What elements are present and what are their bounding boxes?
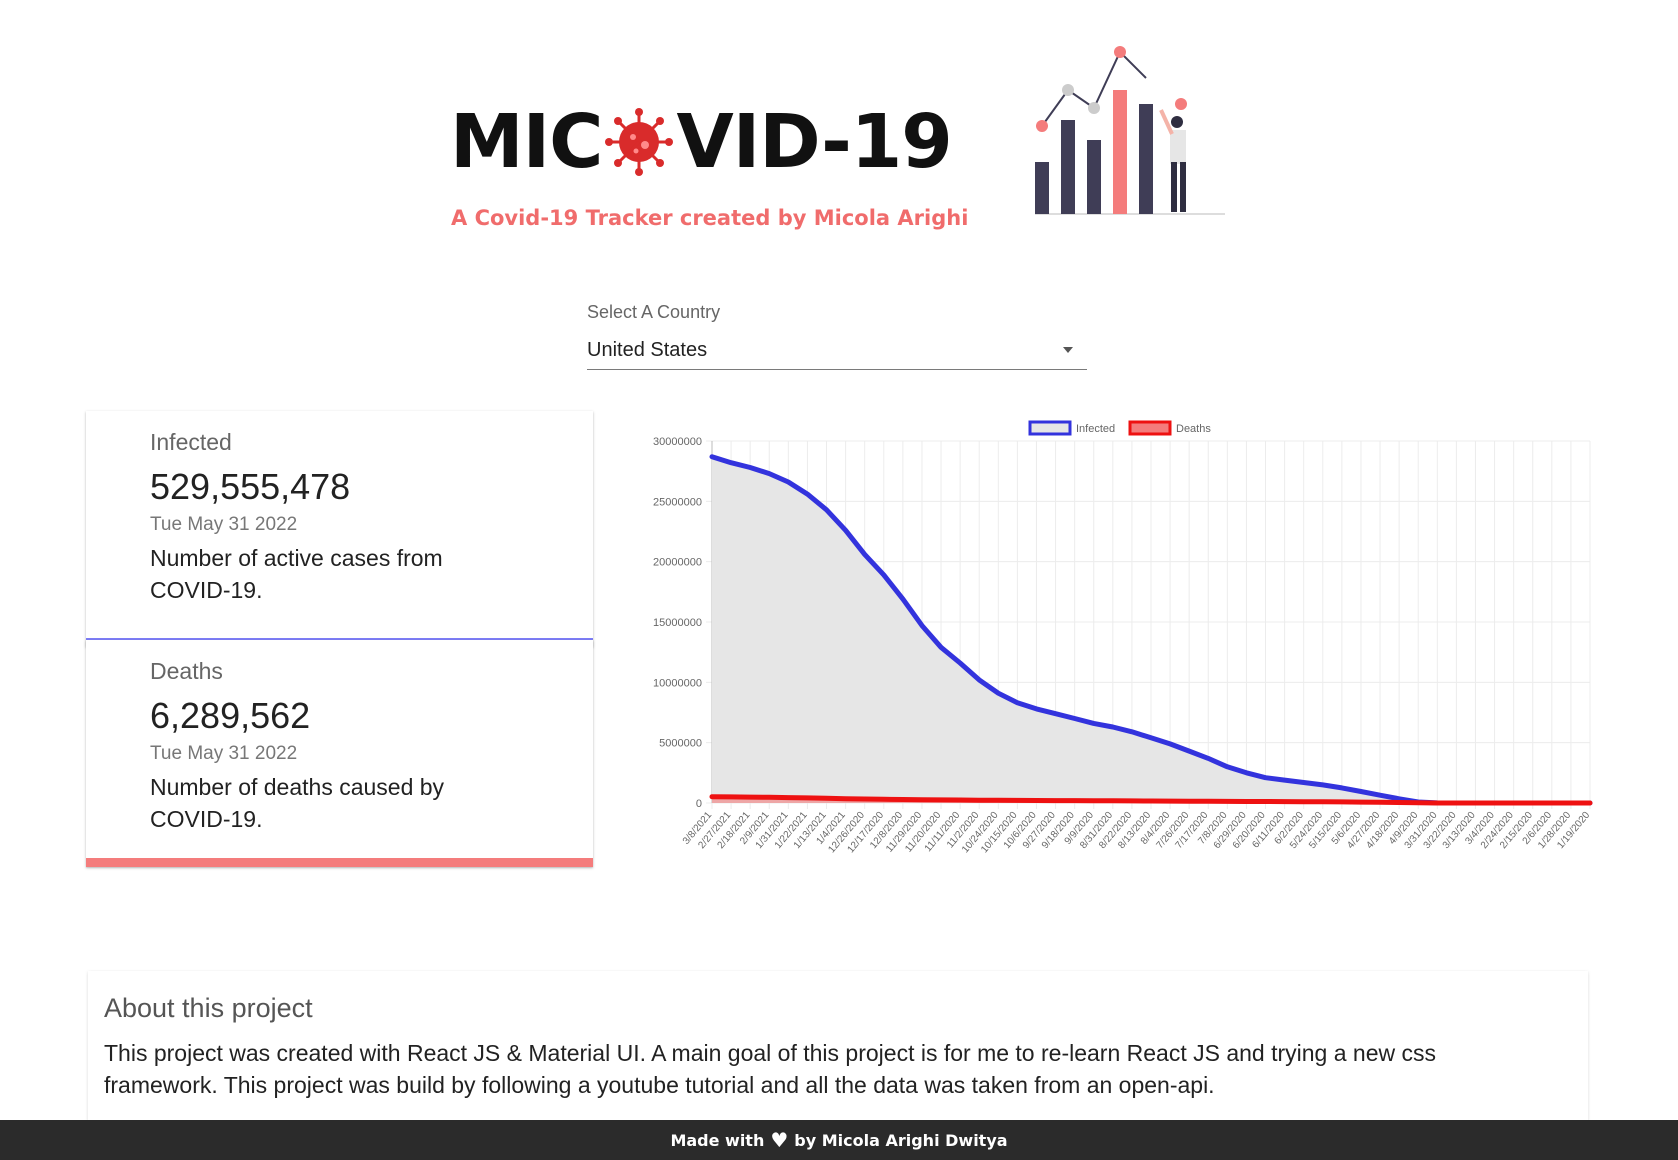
infected-card: Infected 529,555,478 Tue May 31 2022 Num…	[86, 411, 593, 647]
y-tick-label: 15000000	[653, 617, 702, 629]
app-logo: MIC VID-19	[450, 99, 953, 185]
about-title: About this project	[104, 993, 313, 1023]
heart-icon: ♥	[770, 1128, 789, 1152]
footer-prefix: Made with	[670, 1130, 765, 1150]
y-tick-label: 10000000	[653, 677, 702, 689]
legend-swatch-infected	[1028, 420, 1072, 436]
legend-label-deaths: Deaths	[1176, 423, 1211, 435]
infected-card-title: Infected	[150, 429, 232, 455]
y-tick-label: 25000000	[653, 496, 702, 508]
chevron-down-icon[interactable]	[1063, 347, 1073, 353]
infected-card-description: Number of active cases from COVID-19.	[150, 545, 443, 603]
country-select-box[interactable]: United States	[587, 331, 1087, 370]
deaths-card-value: 6,289,562	[150, 695, 311, 736]
logo-text-left: MIC	[450, 99, 603, 185]
infected-area	[712, 456, 1590, 803]
app-subtitle: A Covid-19 Tracker created by Micola Ari…	[451, 206, 969, 230]
country-select[interactable]: Select A Country United States	[587, 302, 1087, 370]
cases-line-chart: 0 5000000 10000000 15000000 20000000 25000000…	[653, 420, 1593, 855]
deaths-card: Deaths 6,289,562 Tue May 31 2022 Number …	[86, 640, 593, 867]
virus-icon	[605, 108, 674, 176]
deaths-line	[709, 794, 1593, 806]
legend-label-infected: Infected	[1076, 423, 1115, 435]
legend-swatch-deaths	[1128, 420, 1172, 436]
deaths-card-description: Number of deaths caused by COVID-19.	[150, 774, 445, 832]
country-select-value: United States	[587, 338, 708, 361]
country-select-label: Select A Country	[587, 302, 721, 322]
deaths-card-date: Tue May 31 2022	[150, 743, 298, 764]
y-tick-label: 30000000	[653, 436, 702, 448]
logo-text-right: VID-19	[676, 99, 952, 185]
infected-card-date: Tue May 31 2022	[150, 514, 298, 535]
y-tick-label: 0	[696, 798, 702, 810]
footer-suffix: by Micola Arighi Dwitya	[794, 1130, 1008, 1150]
analytics-illustration	[1035, 46, 1225, 215]
footer: Made with ♥ by Micola Arighi Dwitya	[0, 1120, 1678, 1160]
y-tick-label: 5000000	[659, 738, 702, 750]
about-section: About this project This project was crea…	[88, 971, 1588, 1121]
y-tick-label: 20000000	[653, 557, 702, 569]
infected-card-value: 529,555,478	[150, 466, 351, 507]
deaths-card-title: Deaths	[150, 658, 223, 684]
about-text: This project was created with React JS &…	[104, 1040, 1437, 1098]
